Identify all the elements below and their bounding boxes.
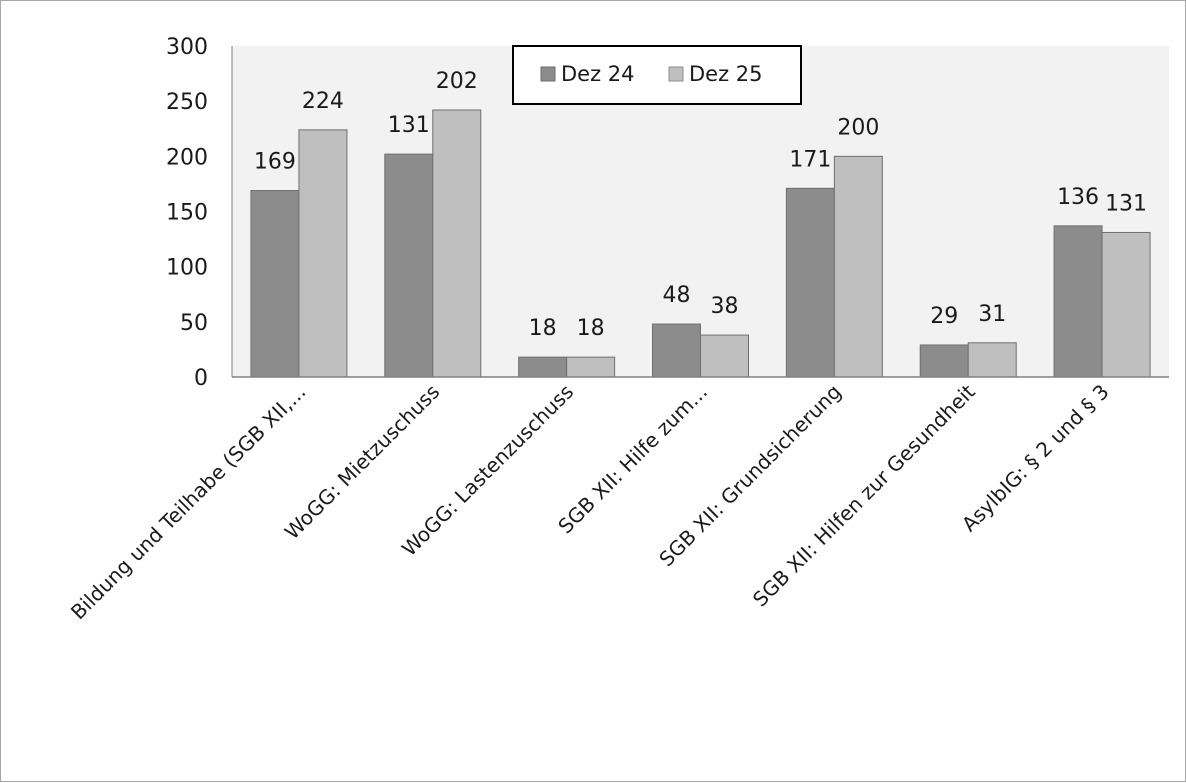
legend-label-dez-24: Dez 24	[561, 62, 635, 86]
data-label: 18	[577, 316, 605, 341]
bar-dez-25	[967, 342, 1017, 378]
bar-dez-24	[1053, 225, 1103, 378]
legend-swatch-dez-25	[668, 66, 684, 82]
data-label: 202	[436, 69, 478, 94]
data-label: 224	[302, 89, 344, 114]
category-label: SGB XII: Hilfe zum...	[553, 380, 712, 539]
data-label: 18	[529, 316, 557, 341]
y-tick-label: 300	[166, 35, 208, 60]
bar-dez-24	[384, 153, 434, 378]
data-label: 131	[1105, 191, 1147, 216]
legend-box	[512, 45, 802, 105]
data-label: 29	[930, 304, 958, 329]
bar-dez-25	[833, 155, 883, 378]
data-label: 48	[663, 283, 691, 308]
y-tick-label: 250	[166, 90, 208, 115]
bar-dez-24	[518, 356, 568, 378]
data-label: 31	[978, 302, 1006, 327]
bars-group	[250, 109, 1151, 378]
y-tick-labels: 0 50 100 150 200 250 300	[166, 35, 208, 391]
bar-dez-25	[700, 334, 749, 378]
y-tick-label: 0	[194, 366, 208, 391]
bar-dez-24	[919, 344, 969, 378]
y-tick-label: 100	[166, 256, 208, 281]
y-tick-label: 150	[166, 201, 208, 226]
y-tick-label: 200	[166, 145, 208, 170]
bar-dez-25	[1101, 231, 1151, 378]
bar-dez-24	[652, 323, 701, 378]
category-label: AsylbIG: § 2 und § 3	[957, 380, 1114, 537]
legend: Dez 24 Dez 25	[512, 45, 802, 105]
bar-dez-24	[785, 187, 835, 378]
category-label: WoGG: Mietzuschuss	[280, 380, 445, 545]
bar-dez-25	[298, 129, 348, 378]
data-label: 171	[789, 147, 831, 172]
bar-dez-25	[432, 109, 482, 378]
legend-swatch-dez-24	[540, 66, 556, 82]
data-label: 200	[837, 115, 879, 140]
category-label: Bildung und Teilhabe (SGB XII,...	[66, 380, 311, 625]
y-tick-label: 50	[180, 311, 208, 336]
legend-label-dez-25: Dez 25	[689, 62, 763, 86]
bar-dez-25	[566, 356, 616, 378]
data-label: 136	[1057, 185, 1099, 210]
category-label: SGB XII: Hilfen zur Gesundheit	[748, 379, 980, 611]
data-label: 38	[711, 294, 739, 319]
category-labels: Bildung und Teilhabe (SGB XII,...WoGG: M…	[66, 379, 1114, 624]
bar-dez-24	[250, 190, 300, 378]
data-label: 131	[388, 113, 430, 138]
data-label: 169	[254, 150, 296, 175]
